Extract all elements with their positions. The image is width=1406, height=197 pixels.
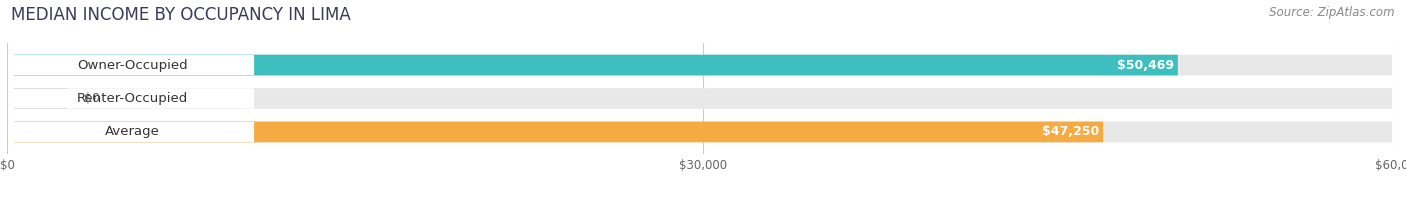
- FancyBboxPatch shape: [10, 88, 254, 109]
- FancyBboxPatch shape: [14, 55, 1178, 75]
- Text: MEDIAN INCOME BY OCCUPANCY IN LIMA: MEDIAN INCOME BY OCCUPANCY IN LIMA: [11, 6, 352, 24]
- FancyBboxPatch shape: [14, 122, 1392, 142]
- Text: $47,250: $47,250: [1042, 125, 1099, 138]
- FancyBboxPatch shape: [14, 88, 1392, 109]
- FancyBboxPatch shape: [10, 55, 254, 75]
- Text: Renter-Occupied: Renter-Occupied: [77, 92, 188, 105]
- FancyBboxPatch shape: [10, 122, 254, 142]
- FancyBboxPatch shape: [14, 55, 1392, 75]
- FancyBboxPatch shape: [14, 122, 1104, 142]
- Text: Owner-Occupied: Owner-Occupied: [77, 59, 187, 72]
- Text: Source: ZipAtlas.com: Source: ZipAtlas.com: [1270, 6, 1395, 19]
- Text: $0: $0: [83, 92, 100, 105]
- FancyBboxPatch shape: [14, 88, 67, 109]
- Text: $50,469: $50,469: [1116, 59, 1174, 72]
- Text: Average: Average: [105, 125, 160, 138]
